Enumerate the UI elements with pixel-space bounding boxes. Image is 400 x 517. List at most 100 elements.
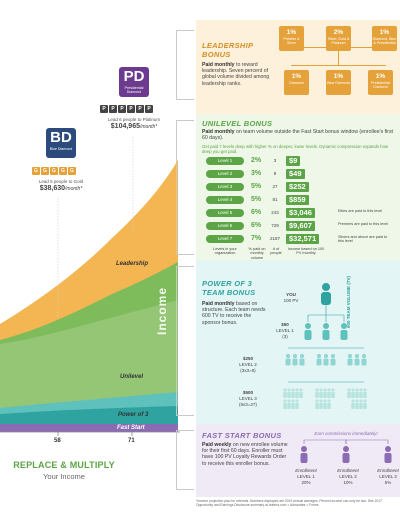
leadership-bracket [176,30,194,100]
leadership-box-pct: 2% [333,29,344,36]
power-tv-label: 600 TEAM VOLUME (TV) [346,276,351,329]
fast-p1-pct: 20% [301,480,311,485]
unilevel-title: UNILEVEL BONUS [202,119,273,128]
gold-gem-icon: G [68,167,76,175]
unilevel-level: Level 3 [206,183,244,191]
fast-p1-level: LEVEL 1 [297,474,315,479]
unilevel-row: Level 7 7% 2187 $32,571 Silvers and abov… [206,234,396,244]
fast-desc-bold: Paid weekly [202,442,232,448]
power-lvl2-count: (3x3=9) [240,368,256,373]
fast-earn: Earn commissions immediately! [314,431,378,436]
unilevel-people: 243 [271,210,279,215]
unilevel-pct: 7% [250,235,262,242]
fast-start-diagram [300,439,392,463]
leadership-desc-bold: Paid monthly [202,62,235,68]
unilevel-people: 27 [272,184,278,189]
leadership-box-2: 2% Silver, Gold & Platinum [326,26,351,51]
unilevel-level: Level 6 [206,222,244,230]
unilevel-col-amount: Income based on 100 PV monthly [287,247,325,256]
bd-amount-suffix: /month* [65,186,83,192]
unilevel-amount: $9 [286,156,301,166]
leadership-connector [291,65,386,66]
power-bracket [176,266,194,416]
unilevel-row: Level 1 2% 3 $9 [206,156,396,166]
unilevel-people: 3 [273,158,277,163]
power-tree-diagram [283,283,367,409]
pd-amount-suffix: /month* [139,124,158,130]
x-tick-71: 71 [128,438,135,444]
unilevel-amount: $859 [286,195,309,205]
leadership-band-label: Leadership [116,261,149,267]
bd-amount: $38,630/month* [21,185,101,192]
unilevel-level: Level 1 [206,157,244,165]
replace-subtitle: Your Income [43,472,85,481]
leadership-title-1: LEADERSHIP [202,41,254,50]
income-area-chart [0,137,180,436]
replace-title: REPLACE & MULTIPLY [13,460,115,470]
power-desc: Paid monthly based on structure. Each te… [202,301,266,326]
fast-desc-text: on new enrollee volume for their first 6… [202,442,288,467]
bd-note: Lead 5 people to Gold [38,179,84,184]
fast-p3-label: Enrollment [377,468,399,473]
level1-person-icon [304,323,348,340]
leadership-box-rank: Silver, Gold & Platinum [327,37,350,45]
unilevel-row: Level 3 5% 27 $252 [206,182,396,192]
unilevel-pct: 3% [250,170,262,177]
platinum-gem-icon: P [136,105,144,113]
fast-start-panel: FAST START BONUS Paid weekly on new enro… [196,424,400,497]
unilevel-pct: 6% [250,222,262,229]
power-lvl3-count: (9x3=27) [239,402,257,407]
power-lvl2-label: LEVEL 2 [239,362,257,367]
platinum-gem-icon: P [100,105,108,113]
unilevel-band-label: Unilevel [120,374,144,380]
pd-name: Presidential Diamond [124,86,144,94]
power-lvl1-count: (3) [282,334,288,339]
power-lvl1-amount: $50 [281,322,289,327]
unilevel-sub: Get paid 7 levels deep with higher % on … [202,144,389,154]
unilevel-amount: $9,607 [286,221,315,231]
leadership-box-rank: Premier & Silver [283,37,300,45]
leadership-box-pct: 1% [286,29,297,36]
leadership-box-rank: Blue Diamond [327,81,350,85]
leadership-title-2: BONUS [202,50,231,59]
leadership-box-pct: 1% [379,29,390,36]
unilevel-pct: 5% [250,183,262,190]
pd-amount-value: $104,965 [110,123,140,130]
platinum-gem-icon: P [118,105,126,113]
leadership-box-rank: Diamond [289,81,304,85]
unilevel-row: Level 2 3% 9 $49 [206,169,396,179]
gold-gem-icon: G [59,167,67,175]
unilevel-people: 729 [271,223,279,228]
bd-name: Blue Diamond [49,147,73,151]
enrollee-person-icon [342,446,350,463]
unilevel-amount: $252 [286,182,309,192]
power-you: YOU [286,292,296,297]
blue-diamond-badge: BD Blue Diamond [46,128,76,158]
enrollee-person-icon [300,446,308,463]
fast-band-label: Fast Start [117,425,145,431]
unilevel-row: Level 6 6% 729 $9,607 Premiers are paid … [206,221,396,231]
leadership-box-pct: 1% [375,73,386,80]
unilevel-panel: UNILEVEL BONUS Paid monthly on team volu… [196,114,400,260]
power-you-pv: 100 PV [283,298,299,303]
power-title-1: POWER OF 3 [202,279,253,288]
leadership-box-5: 1% Blue Diamond [326,70,351,95]
fast-start-area [0,424,178,432]
pd-gems: P P P P P P [100,105,153,113]
unilevel-level: Level 2 [206,170,244,178]
pd-abbr: PD [123,68,145,85]
power-lvl3-amount: $500 [242,390,253,395]
unilevel-desc-text: on team volume outside the Fast Start bo… [202,129,393,142]
fast-p1-label: Enrollment [295,468,317,473]
power-panel: POWER OF 3 TEAM BONUS Paid monthly based… [196,260,400,424]
unilevel-row: Level 5 6% 243 $3,046 Elites are paid to… [206,208,396,218]
fast-title: FAST START BONUS [202,431,282,440]
level3-person-icon [283,388,367,409]
leadership-box-rank: Presidential Diamond [371,81,390,89]
unilevel-col-pct: % paid on monthly volume [248,247,266,260]
bd-abbr: BD [50,129,72,146]
income-axis-label: Income [155,286,169,335]
leadership-box-6: 1% Presidential Diamond [368,70,393,95]
unilevel-pct: 6% [250,209,262,216]
leadership-box-1: 1% Premier & Silver [279,26,304,51]
